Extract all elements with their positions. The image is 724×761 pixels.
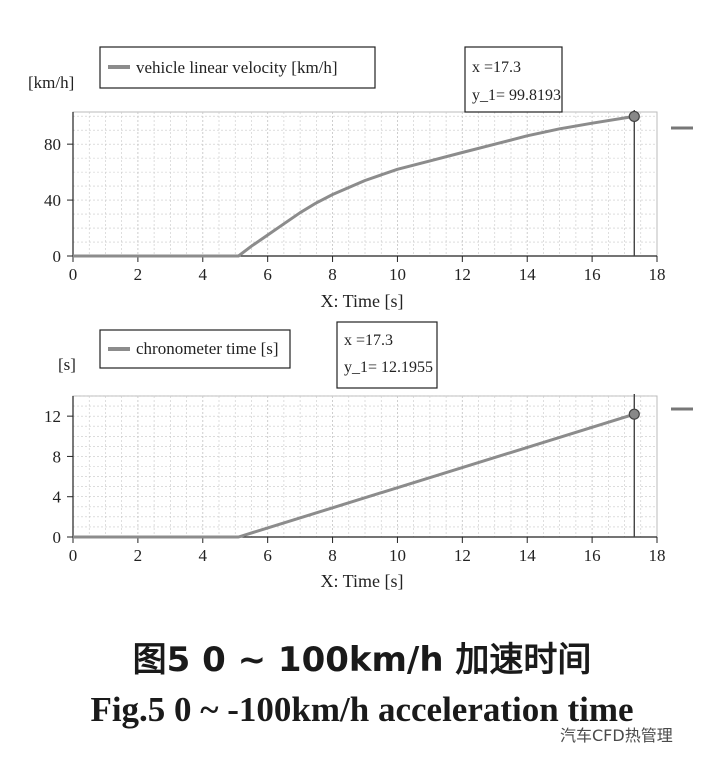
chart1-readout-box [464, 46, 563, 113]
watermark: 汽车CFD热管理 [556, 722, 677, 746]
chart1-x-tick-label: 14 [519, 265, 537, 284]
chart1-y-tick-label: 0 [53, 247, 62, 266]
chart1-x-axis-label: X: Time [s] [320, 291, 403, 311]
chart2-x-tick-label: 4 [199, 546, 208, 565]
chart1-x-tick-label: 6 [263, 265, 272, 284]
chart1-legend-box [99, 46, 376, 89]
chart2-series-line [73, 412, 635, 539]
chart2-readout-y: y_1= 12.1955 [344, 359, 433, 376]
chart2-y-tick-label: 0 [53, 528, 62, 547]
chart2-x-tick-label: 6 [263, 546, 272, 565]
chart1-x-tick-label: 4 [199, 265, 208, 284]
chart1-cursor-marker [628, 110, 640, 123]
chart2-readout-x: x =17.3 [344, 332, 393, 349]
chart1-legend-label: vehicle linear velocity [km/h] [136, 58, 338, 77]
chart2-x-tick-label: 10 [389, 546, 406, 565]
chart2-x-tick-label: 16 [584, 546, 601, 565]
chart2-legend-label: chronometer time [s] [136, 339, 279, 358]
chart2-y-tick-label: 8 [53, 447, 62, 466]
chart1-x-tick-label: 2 [134, 265, 143, 284]
chart1-readout-y: y_1= 99.8193 [472, 87, 561, 104]
chart2-y-tick-label: 4 [53, 488, 62, 507]
chart1-y-tick-label: 80 [44, 135, 61, 154]
chart2-legend-box [99, 329, 291, 369]
chart1-y-tick-label: 40 [44, 191, 61, 210]
chart2-readout-box [336, 321, 438, 389]
chart2-x-tick-label: 14 [519, 546, 537, 565]
chart2-y-axis-label: [s] [58, 355, 76, 374]
chart2-x-tick-label: 0 [69, 546, 78, 565]
chart1-readout-x: x =17.3 [472, 59, 521, 76]
chart1-x-tick-label: 12 [454, 265, 471, 284]
chart2-x-tick-label: 8 [328, 546, 337, 565]
caption-chinese: 图5 0 ~ 100km/h 加速时间 [132, 640, 592, 680]
chart1-x-tick-label: 18 [649, 265, 666, 284]
chart2-x-tick-label: 12 [454, 546, 471, 565]
chart2-y-tick-label: 12 [44, 407, 61, 426]
chart1-x-tick-label: 0 [69, 265, 78, 284]
caption-english: Fig.5 0 ~ -100km/h acceleration time [90, 690, 634, 729]
chart1-series-line [73, 114, 635, 258]
chart1-x-tick-label: 8 [328, 265, 337, 284]
chart2-cursor-marker [628, 408, 640, 420]
chart2-x-tick-label: 18 [649, 546, 666, 565]
chart1-x-tick-label: 10 [389, 265, 406, 284]
chart1-y-axis-label: [km/h] [28, 73, 74, 92]
chart1-x-tick-label: 16 [584, 265, 601, 284]
chart2-x-axis-label: X: Time [s] [320, 571, 403, 591]
chart2-x-tick-label: 2 [134, 546, 143, 565]
